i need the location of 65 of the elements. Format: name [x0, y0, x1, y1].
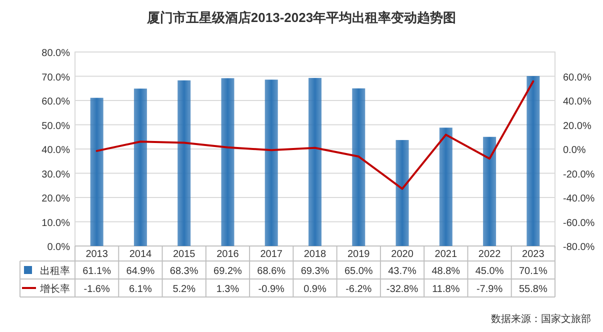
x-tick-label: 2016 — [216, 249, 240, 260]
legend-label: 增长率 — [39, 283, 70, 295]
bar — [90, 98, 104, 246]
data-label: -7.9% — [476, 284, 503, 295]
x-tick-label: 2021 — [434, 249, 458, 260]
data-label: 1.3% — [216, 284, 240, 295]
data-label: 68.3% — [170, 266, 198, 277]
y2-tick-label: -60.0% — [563, 218, 595, 229]
bar — [221, 78, 234, 246]
data-label: -6.2% — [346, 284, 372, 295]
y2-tick-label: -20.0% — [563, 169, 595, 180]
bar — [264, 80, 278, 246]
y-tick-label: 50.0% — [42, 120, 70, 132]
y2-tick-label: -40.0% — [563, 194, 595, 204]
source-note: 数据来源：国家文旅部 — [491, 313, 591, 325]
data-label: 69.3% — [300, 266, 330, 277]
data-label: 45.0% — [475, 266, 504, 277]
bar — [439, 128, 452, 246]
y-tick-label: 20.0% — [42, 194, 70, 204]
y-tick-label: 30.0% — [42, 169, 70, 180]
y-tick-label: 60.0% — [42, 96, 70, 108]
y2-tick-label: 20.0% — [563, 120, 592, 132]
data-label: 69.2% — [214, 266, 242, 277]
data-label: 68.6% — [257, 266, 286, 277]
chart-title: 厦门市五星级酒店2013-2023年平均出租率变动趋势图 — [146, 10, 456, 25]
bar — [308, 78, 322, 246]
y-tick-label: 10.0% — [42, 218, 70, 229]
x-tick-label: 2023 — [522, 249, 545, 260]
data-label: 64.9% — [126, 266, 155, 277]
data-label: 6.1% — [129, 284, 152, 295]
data-label: -32.8% — [386, 284, 418, 295]
data-label: 48.8% — [432, 266, 460, 277]
bar — [396, 140, 409, 246]
y-tick-label: 80.0% — [42, 48, 70, 59]
x-tick-label: 2020 — [391, 249, 414, 260]
data-label: 43.7% — [388, 266, 417, 277]
data-label: 61.1% — [82, 266, 112, 277]
data-label: 70.1% — [519, 266, 548, 277]
x-tick-label: 2015 — [172, 249, 196, 260]
y2-tick-label: -80.0% — [563, 242, 595, 253]
data-label: -1.6% — [84, 284, 110, 295]
data-label: -0.9% — [258, 284, 285, 295]
data-label: 0.9% — [304, 284, 327, 295]
data-label: 5.2% — [172, 284, 196, 295]
y-tick-label: 40.0% — [42, 145, 70, 156]
bar — [134, 88, 147, 246]
data-label: 11.8% — [432, 284, 460, 295]
y2-tick-label: 40.0% — [563, 96, 592, 108]
y2-tick-label: 0.0% — [563, 145, 586, 156]
x-tick-label: 2017 — [260, 249, 283, 260]
x-tick-label: 2019 — [348, 249, 370, 260]
y-tick-label: 0.0% — [47, 242, 70, 253]
legend-label: 出租率 — [40, 265, 70, 277]
x-tick-label: 2014 — [129, 249, 152, 260]
x-tick-label: 2013 — [86, 249, 108, 260]
bar — [483, 136, 496, 246]
x-tick-label: 2022 — [478, 249, 502, 260]
bar — [352, 88, 366, 246]
data-label: 55.8% — [519, 284, 548, 295]
x-tick-label: 2018 — [304, 249, 327, 260]
data-label: 65.0% — [344, 266, 373, 277]
y2-tick-label: 60.0% — [563, 72, 592, 84]
bar — [178, 80, 191, 246]
y-tick-label: 70.0% — [42, 72, 70, 84]
bar — [526, 76, 540, 246]
